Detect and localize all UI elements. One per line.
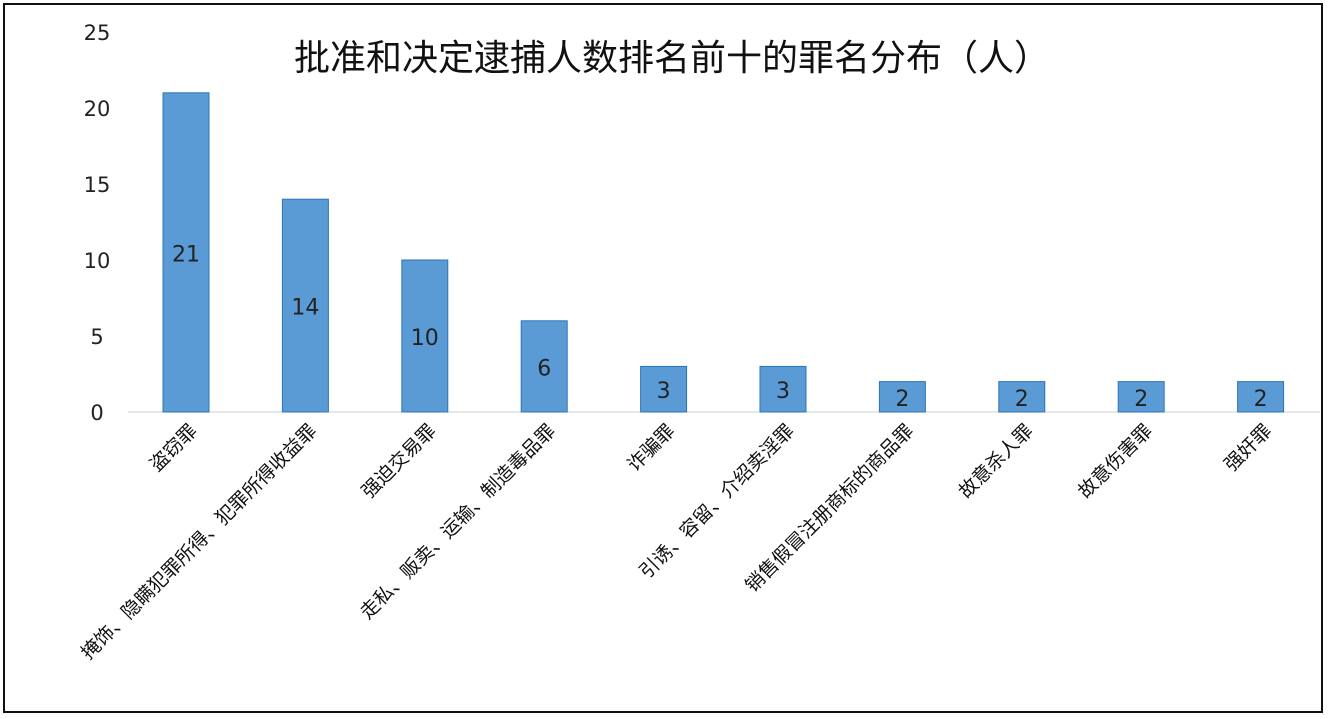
y-tick-label: 0 — [90, 401, 103, 425]
bar — [520, 320, 568, 413]
bar — [878, 381, 926, 413]
x-category-label: 走私、贩卖、运输、制造毒品罪 — [356, 420, 560, 624]
x-category-label: 故意杀人罪 — [955, 420, 1038, 503]
data-label: 2 — [1254, 387, 1268, 412]
data-label: 3 — [657, 379, 671, 404]
chart-title: 批准和决定逮捕人数排名前十的罪名分布（人） — [294, 38, 1050, 79]
data-label: 2 — [1134, 387, 1148, 412]
y-tick-label: 25 — [84, 21, 111, 45]
x-category-label: 强迫交易罪 — [358, 420, 441, 503]
x-category-label: 掩饰、隐瞒犯罪所得、犯罪所得收益罪 — [77, 420, 321, 664]
bar — [1237, 381, 1285, 413]
bar — [998, 381, 1046, 413]
x-category-label: 故意伤害罪 — [1074, 420, 1157, 503]
x-category-label: 诈骗罪 — [623, 420, 679, 476]
chart-frame — [3, 3, 1323, 713]
x-category-label: 盗窃罪 — [146, 420, 202, 476]
bar — [401, 259, 449, 413]
data-label: 2 — [1015, 387, 1029, 412]
bar — [640, 365, 688, 413]
x-category-label: 强奸罪 — [1220, 420, 1276, 476]
y-tick-label: 20 — [84, 97, 111, 121]
bar — [1117, 381, 1165, 413]
bar — [759, 365, 807, 413]
y-tick-label: 5 — [90, 325, 103, 349]
data-label: 14 — [291, 296, 319, 321]
bar — [162, 92, 210, 413]
data-label: 21 — [172, 242, 200, 267]
data-label: 3 — [776, 379, 790, 404]
data-label: 6 — [537, 356, 551, 381]
data-label: 10 — [411, 326, 439, 351]
bar — [281, 198, 329, 413]
data-label: 2 — [895, 387, 909, 412]
y-tick-label: 10 — [84, 249, 111, 273]
y-tick-label: 15 — [84, 173, 111, 197]
